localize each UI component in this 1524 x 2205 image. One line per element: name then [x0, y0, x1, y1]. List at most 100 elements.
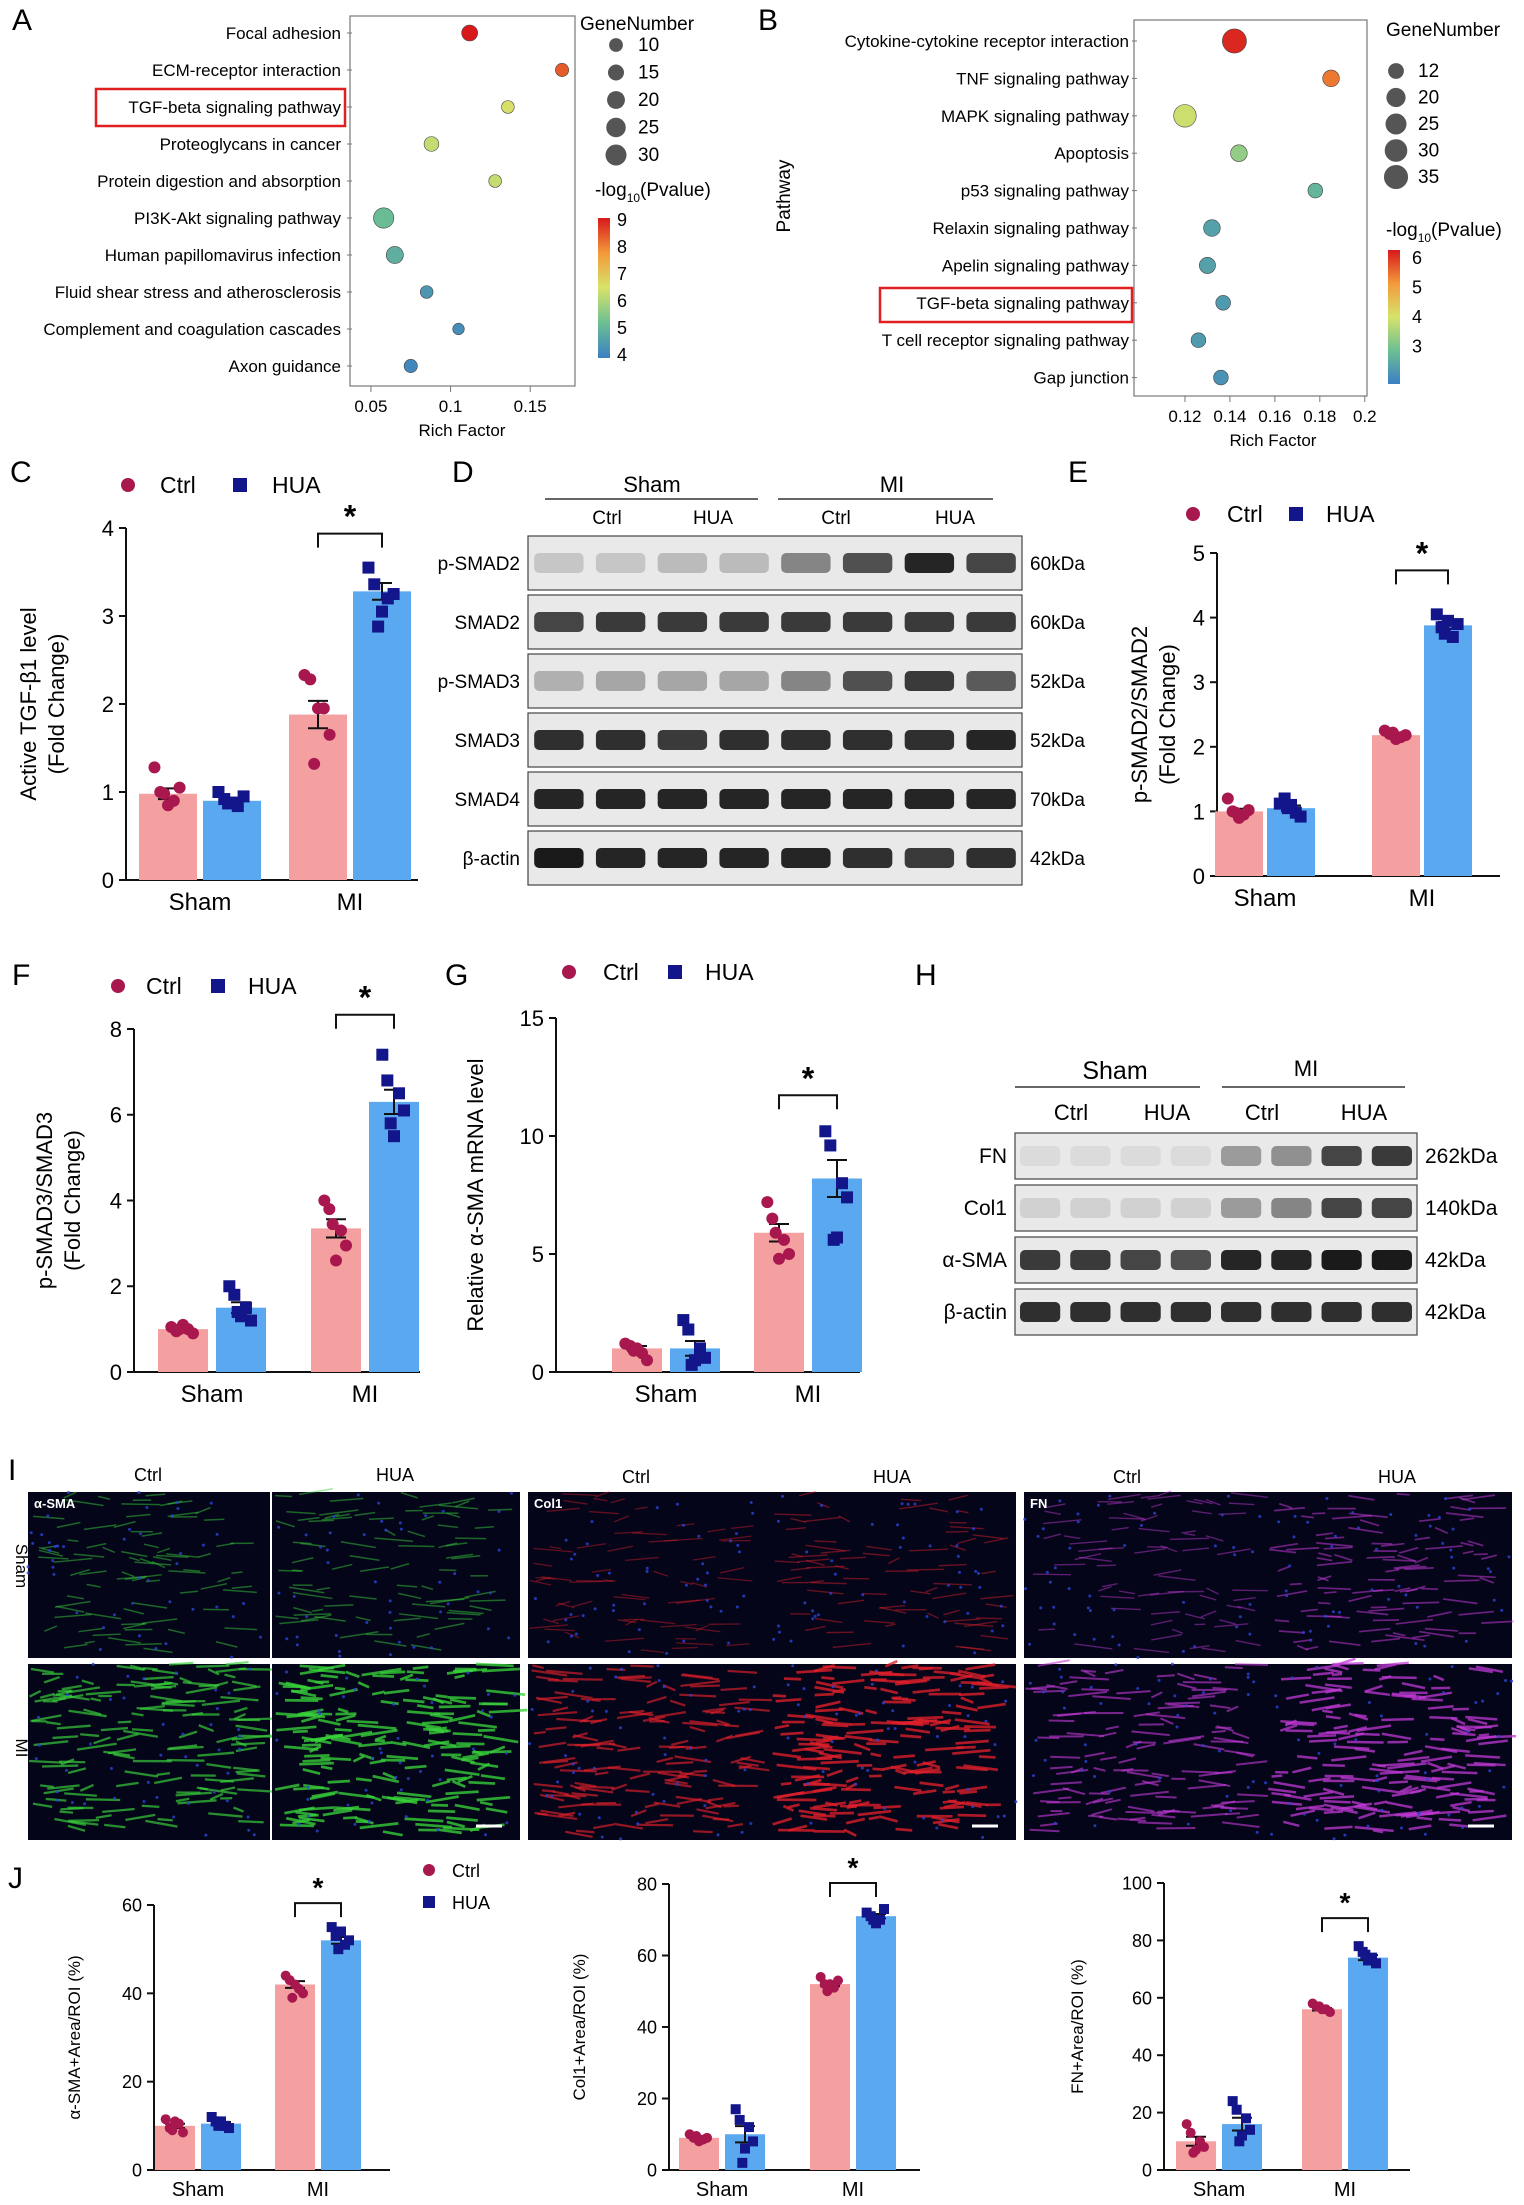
fiber-signal	[290, 1689, 317, 1698]
significance-bracket	[1321, 1917, 1369, 1933]
fiber-signal	[292, 1818, 310, 1825]
fiber-signal	[894, 1679, 928, 1686]
fiber-signal	[1268, 1548, 1297, 1554]
nucleus-signal	[238, 1734, 242, 1738]
fiber-signal	[1316, 1557, 1333, 1562]
nucleus-signal	[1415, 1605, 1419, 1609]
fiber-signal	[1450, 1800, 1472, 1807]
enrichment-dot	[555, 63, 569, 77]
nucleus-signal	[913, 1502, 917, 1506]
fiber-signal	[1209, 1704, 1231, 1710]
fiber-signal	[317, 1718, 341, 1726]
nucleus-signal	[1218, 1749, 1222, 1753]
nucleus-signal	[1076, 1512, 1080, 1516]
data-point	[336, 1926, 346, 1937]
nucleus-signal	[1111, 1635, 1115, 1639]
fiber-signal	[141, 1618, 178, 1625]
blot-band	[595, 789, 646, 809]
nucleus-signal	[131, 1601, 135, 1605]
x-category-label: Sham	[635, 1381, 698, 1408]
fiber-signal	[668, 1745, 685, 1749]
nucleus-signal	[377, 1501, 381, 1505]
x-category-label: MI	[795, 1381, 822, 1408]
enrichment-dot	[1213, 369, 1229, 386]
fiber-signal	[97, 1495, 111, 1500]
nucleus-signal	[161, 1722, 165, 1726]
fiber-signal	[1192, 1510, 1212, 1515]
nucleus-signal	[1092, 1637, 1096, 1641]
fiber-signal	[301, 1714, 323, 1723]
fiber-signal	[125, 1643, 162, 1646]
fiber-signal	[1069, 1676, 1110, 1681]
panel-letter-a: A	[12, 4, 32, 37]
fiber-signal	[476, 1709, 491, 1718]
fiber-signal	[787, 1803, 800, 1809]
fiber-signal	[1193, 1743, 1225, 1751]
nucleus-signal	[1099, 1701, 1103, 1705]
fiber-signal	[235, 1724, 268, 1732]
x-category-label: MI	[307, 2179, 329, 2201]
fiber-signal	[607, 1766, 641, 1772]
nucleus-signal	[1001, 1680, 1005, 1684]
fiber-signal	[1206, 1587, 1219, 1595]
fiber-signal	[1392, 1632, 1406, 1637]
fiber-signal	[1190, 1812, 1228, 1818]
fiber-signal	[906, 1568, 945, 1571]
data-point	[330, 1930, 341, 1941]
nucleus-signal	[1043, 1758, 1047, 1762]
fiber-signal	[1199, 1594, 1217, 1601]
data-point	[691, 2131, 702, 2142]
data-point	[287, 1992, 298, 2003]
fiber-signal	[870, 1752, 882, 1758]
fiber-signal	[154, 1776, 183, 1785]
fiber-signal	[355, 1777, 372, 1782]
fiber-signal	[124, 1770, 159, 1778]
nucleus-signal	[571, 1689, 575, 1693]
fiber-signal	[738, 1698, 773, 1702]
nucleus-signal	[88, 1742, 92, 1746]
fiber-signal	[1481, 1554, 1498, 1560]
nucleus-signal	[1114, 1663, 1118, 1667]
fiber-signal	[1442, 1598, 1478, 1605]
fiber-signal	[85, 1690, 122, 1696]
blot-d-mi-label: MI	[880, 472, 904, 497]
fiber-signal	[1078, 1556, 1112, 1562]
nucleus-signal	[1492, 1598, 1496, 1602]
nucleus-signal	[353, 1822, 357, 1826]
blot-band	[1321, 1302, 1362, 1322]
blot-band	[1120, 1302, 1161, 1322]
fiber-signal	[1444, 1579, 1480, 1583]
fiber-signal	[185, 1686, 218, 1695]
nucleus-signal	[684, 1583, 688, 1587]
fiber-signal	[1467, 1717, 1488, 1726]
fiber-signal	[1038, 1628, 1055, 1631]
fiber-signal	[150, 1695, 182, 1703]
fiber-signal	[349, 1555, 380, 1562]
fiber-signal	[1299, 1696, 1335, 1704]
fiber-signal	[944, 1618, 981, 1623]
fiber-signal	[679, 1771, 706, 1777]
fiber-signal	[660, 1623, 697, 1628]
fiber-signal	[451, 1780, 466, 1789]
blot-band	[842, 553, 893, 573]
nucleus-signal	[1414, 1533, 1418, 1537]
nucleus-signal	[1387, 1597, 1391, 1601]
fiber-signal	[216, 1736, 238, 1744]
fiber-signal	[474, 1526, 494, 1529]
fiber-signal	[1395, 1565, 1427, 1570]
nucleus-signal	[353, 1687, 357, 1691]
nucleus-signal	[956, 1554, 960, 1558]
data-point	[627, 1344, 640, 1357]
fiber-signal	[47, 1784, 80, 1790]
fiber-signal	[841, 1787, 871, 1792]
fiber-signal	[124, 1573, 162, 1581]
data-point	[1325, 2007, 1335, 2018]
nucleus-signal	[389, 1653, 393, 1657]
enrichment-dot	[373, 207, 395, 229]
legend-g-ctrl-marker	[562, 965, 576, 979]
fiber-signal	[404, 1764, 427, 1770]
panel-b-color-legend-title: -log10(Pvalue)	[1386, 220, 1502, 245]
nucleus-signal	[319, 1545, 323, 1549]
enrichment-dot	[501, 100, 515, 114]
